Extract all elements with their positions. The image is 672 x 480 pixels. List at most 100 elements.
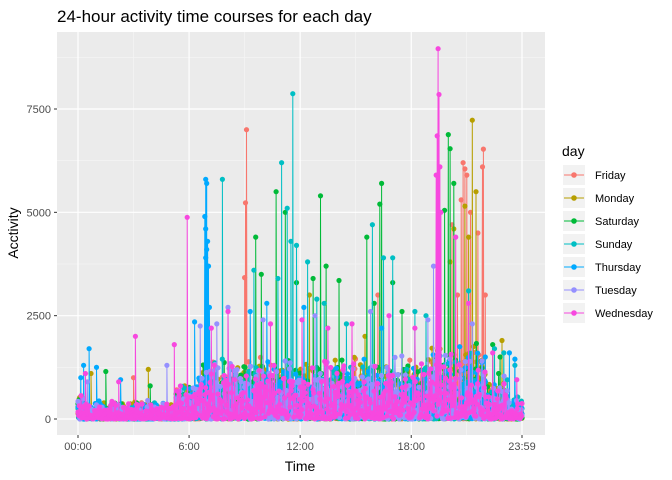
data-point [350, 366, 356, 372]
data-point [447, 146, 453, 152]
data-point [233, 371, 239, 377]
data-point [482, 354, 488, 360]
data-point [81, 362, 87, 368]
data-point [384, 413, 390, 419]
data-point [204, 180, 210, 186]
data-point [329, 401, 335, 407]
data-point [467, 358, 473, 364]
data-point [302, 390, 308, 396]
data-point [351, 361, 357, 367]
data-point [325, 396, 331, 402]
data-point [309, 365, 315, 371]
data-point [380, 255, 387, 261]
data-point [422, 365, 428, 371]
data-point [288, 238, 294, 244]
data-point [407, 357, 413, 363]
data-point [179, 400, 185, 406]
data-point [277, 401, 283, 407]
data-point [367, 308, 374, 315]
data-point [209, 396, 215, 402]
data-point [242, 364, 248, 370]
data-point [466, 288, 472, 294]
data-point [497, 354, 503, 360]
data-point [490, 342, 496, 348]
data-point [404, 366, 410, 372]
data-point [499, 337, 505, 344]
data-point [506, 400, 512, 406]
data-point [175, 409, 181, 415]
data-point [275, 414, 281, 420]
data-point [228, 390, 235, 396]
data-point [479, 164, 486, 170]
data-point [86, 403, 92, 409]
data-point [257, 354, 264, 360]
data-point [412, 308, 418, 315]
data-point [139, 401, 145, 407]
data-point [86, 346, 92, 352]
data-point [469, 321, 475, 327]
data-point [264, 387, 270, 394]
data-point [225, 308, 231, 315]
data-point [293, 371, 299, 377]
data-point [219, 399, 225, 405]
data-point [447, 356, 453, 362]
data-point [271, 362, 277, 368]
data-point [375, 292, 381, 298]
data-point [317, 371, 323, 377]
data-point [299, 398, 306, 404]
data-point [232, 377, 238, 383]
data-point [301, 304, 307, 310]
data-point [323, 263, 329, 269]
data-point [202, 213, 208, 220]
data-point [240, 390, 246, 396]
data-point [314, 296, 320, 302]
data-point [273, 189, 279, 195]
data-point [234, 367, 240, 373]
data-point [451, 180, 457, 186]
data-point [215, 391, 221, 397]
data-point [225, 381, 232, 387]
data-point [196, 392, 203, 398]
data-point [501, 373, 507, 379]
data-point [479, 358, 485, 364]
data-point [203, 255, 209, 261]
data-point [351, 354, 357, 360]
data-point [93, 364, 100, 370]
data-point [243, 373, 249, 379]
data-point [361, 379, 367, 385]
data-point [204, 246, 210, 253]
data-point [328, 364, 334, 371]
data-point [377, 405, 383, 411]
data-point [222, 416, 228, 422]
data-point [240, 398, 246, 404]
data-point [386, 384, 392, 390]
data-point [379, 325, 385, 331]
data-point [243, 127, 250, 133]
data-point [364, 234, 370, 240]
data-point [78, 375, 84, 381]
data-point [333, 365, 339, 371]
data-point [78, 393, 84, 399]
data-point [491, 385, 497, 391]
data-point [82, 370, 88, 377]
data-point [349, 321, 355, 327]
data-point [317, 193, 324, 199]
data-point [269, 372, 275, 379]
data-point [309, 411, 315, 417]
data-point [334, 370, 340, 376]
data-point [310, 275, 316, 282]
data-point [375, 381, 381, 387]
data-point [457, 344, 463, 350]
data-point [284, 205, 290, 211]
data-point [321, 300, 327, 306]
data-point [184, 214, 190, 220]
data-point [132, 333, 138, 339]
data-point [361, 356, 367, 362]
data-point [190, 404, 196, 410]
data-point [349, 380, 355, 386]
data-point [340, 393, 346, 399]
data-point [299, 407, 305, 413]
data-point [113, 402, 119, 409]
data-point [171, 342, 177, 348]
data-point [97, 404, 103, 410]
